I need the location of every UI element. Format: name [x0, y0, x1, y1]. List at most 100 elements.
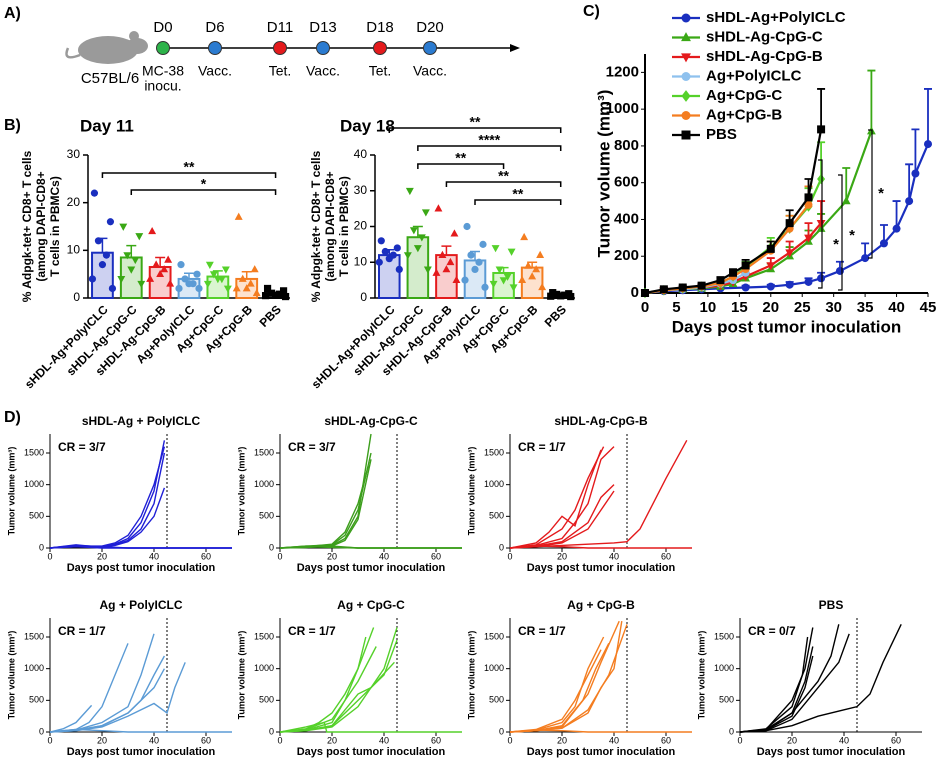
data-point — [641, 289, 649, 297]
data-point — [252, 288, 261, 297]
data-point — [123, 252, 132, 260]
chart-title: Day 11 — [80, 116, 134, 135]
x-tick-label: 0 — [47, 735, 52, 745]
x-axis-label: Days post tumor inoculation — [757, 746, 906, 758]
chart-title: sHDL-Ag-CpG-C — [324, 414, 418, 428]
error-bar — [212, 270, 223, 277]
tumor-line — [49, 662, 186, 733]
x-axis-label: Days post tumor inoculation — [67, 562, 216, 574]
y-tick-label: 10 — [354, 254, 368, 268]
data-point — [495, 266, 504, 274]
x-tick-label: 45 — [920, 299, 937, 316]
y-tick-label: 0 — [269, 726, 274, 736]
data-point — [203, 280, 212, 289]
data-point — [741, 261, 750, 270]
error-bar — [155, 256, 166, 268]
y-tick-label: 500 — [29, 695, 44, 705]
event-day: D6 — [205, 19, 224, 36]
data-point — [557, 292, 565, 300]
data-point — [678, 283, 687, 292]
panel-label: D) — [4, 409, 21, 426]
chart-title: Ag + PolyICLC — [99, 598, 182, 612]
data-point — [697, 281, 706, 290]
sig-label: ** — [455, 150, 466, 166]
data-point — [246, 279, 255, 287]
data-point — [164, 255, 173, 263]
annotation: CR = 0/7 — [748, 624, 796, 638]
data-point — [491, 245, 500, 253]
data-point — [499, 277, 508, 285]
event-dot — [316, 41, 330, 55]
data-point — [538, 282, 547, 291]
error-bar — [184, 272, 194, 279]
tumor-line — [509, 624, 628, 733]
data-point — [817, 274, 826, 283]
y-tick-label: 500 — [719, 695, 734, 705]
event-dot — [423, 41, 437, 55]
y-axis-label: Tumor volume (mm³) — [6, 447, 16, 536]
data-point — [905, 197, 914, 206]
x-axis-label: Days post tumor inoculation — [527, 562, 676, 574]
error-bar — [412, 225, 423, 238]
x-tick-label: 40 — [609, 735, 619, 745]
data-point — [432, 268, 441, 276]
tumor-line — [279, 545, 462, 549]
sig-bracket — [445, 181, 562, 187]
error-bar — [441, 245, 452, 256]
y-tick-label: 0 — [499, 726, 504, 736]
y-tick-label: 1500 — [484, 631, 504, 641]
x-tick-label: 20 — [557, 551, 567, 561]
data-point — [924, 140, 932, 149]
tumor-line — [739, 624, 902, 733]
tumor-line — [739, 624, 840, 733]
y-tick-label: 10 — [67, 243, 81, 257]
x-tick-label: 60 — [891, 735, 901, 745]
x-tick-label: 40 — [379, 551, 389, 561]
data-point — [911, 169, 920, 178]
annotation: CR = 1/7 — [518, 440, 566, 454]
y-tick-label: 1500 — [24, 631, 44, 641]
y-tick-label: 0 — [39, 726, 44, 736]
x-tick-label: 30 — [825, 299, 842, 316]
y-tick-label: 500 — [489, 511, 504, 521]
event-label: MC-38 — [142, 63, 184, 79]
data-point — [381, 247, 389, 256]
chart-title: Ag + CpG-C — [337, 598, 405, 612]
data-point — [385, 255, 393, 263]
chart-title: sHDL-Ag-CpG-B — [554, 414, 648, 428]
data-point — [119, 223, 128, 231]
data-point — [106, 218, 115, 226]
legend-label: Ag+CpG-C — [706, 87, 782, 104]
y-tick-label: 1000 — [24, 663, 44, 673]
chart-title: Day 18 — [340, 116, 395, 135]
error-bar — [924, 88, 932, 145]
tumor-line — [49, 446, 166, 549]
x-tick-label: PBS — [542, 302, 569, 329]
annotation: CR = 1/7 — [518, 624, 566, 638]
tumor-line — [509, 490, 615, 549]
y-tick-label: 500 — [259, 511, 274, 521]
event-day: D11 — [267, 19, 293, 36]
x-tick-label: PBS — [257, 302, 284, 329]
y-tick-label: 0 — [39, 542, 44, 552]
y-axis-label: Tumor volume (mm³) — [594, 90, 613, 258]
x-tick-label: 0 — [47, 551, 52, 561]
sig-label: * — [833, 236, 839, 253]
data-point — [804, 277, 813, 286]
data-point — [785, 219, 794, 228]
data-point — [547, 292, 555, 300]
tumor-line — [279, 465, 370, 549]
data-point — [108, 284, 117, 293]
sig-label: ** — [470, 114, 481, 130]
data-point — [98, 261, 107, 269]
chart-title: Ag + CpG-B — [567, 598, 635, 612]
data-point — [421, 209, 430, 217]
sig-bracket — [417, 145, 562, 151]
mouse-icon — [65, 31, 148, 64]
data-point — [450, 229, 459, 237]
series-line — [644, 204, 810, 295]
x-tick-label: 0 — [737, 735, 742, 745]
legend-label: sHDL-Ag+PolyICLC — [706, 9, 846, 26]
y-tick-label: 800 — [614, 137, 639, 154]
y-tick-label: 0 — [73, 290, 80, 304]
